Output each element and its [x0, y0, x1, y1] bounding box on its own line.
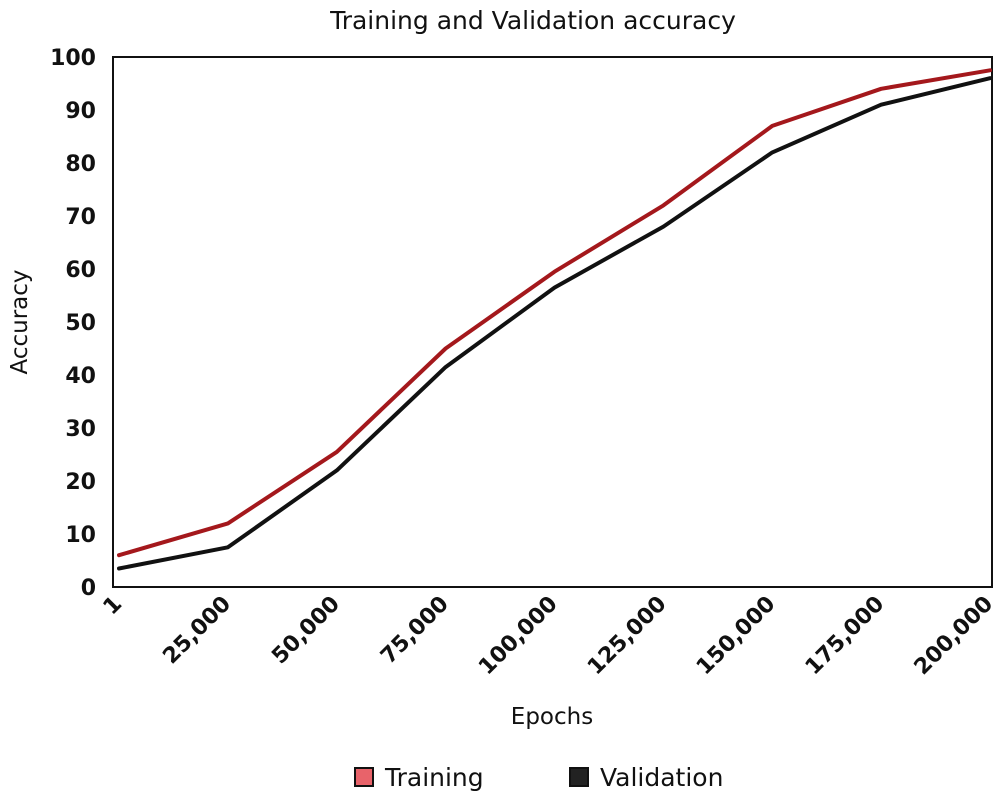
y-tick-label: 40	[65, 364, 96, 389]
x-axis-ticks: 1 25,000 50,000 75,000 100,000 125,000 150,000…	[99, 592, 998, 681]
x-tick-label: 1	[99, 592, 128, 621]
y-tick-label: 0	[81, 576, 96, 601]
x-tick-label: 175,000	[801, 592, 890, 681]
x-tick-label: 75,000	[376, 592, 454, 670]
y-tick-label: 20	[65, 470, 96, 495]
y-tick-label: 10	[65, 523, 96, 548]
x-tick-label: 25,000	[158, 592, 236, 670]
y-tick-label: 30	[65, 417, 96, 442]
series-lines	[117, 68, 992, 571]
y-tick-label: 90	[65, 99, 96, 124]
x-tick-label: 100,000	[474, 592, 563, 681]
legend-label-validation: Validation	[600, 763, 723, 792]
y-axis-label: Accuracy	[7, 269, 33, 374]
y-tick-label: 70	[65, 205, 96, 230]
series-line-validation	[117, 76, 992, 571]
series-line-training	[117, 68, 992, 558]
y-tick-label: 60	[65, 258, 96, 283]
legend-label-training: Training	[384, 763, 484, 792]
y-axis-ticks: 0 10 20 30 40 50 60 70 80 90 100	[50, 46, 96, 601]
y-tick-label: 50	[65, 311, 96, 336]
x-axis-label: Epochs	[511, 704, 593, 730]
x-tick-label: 200,000	[910, 592, 998, 681]
x-tick-label: 50,000	[267, 592, 345, 670]
legend: Training Validation	[354, 763, 723, 792]
legend-swatch-validation	[569, 767, 589, 787]
chart-title: Training and Validation accuracy	[329, 6, 736, 35]
y-tick-label: 80	[65, 152, 96, 177]
y-tick-label: 100	[50, 46, 96, 71]
legend-swatch-training	[354, 767, 374, 787]
plot-area	[112, 56, 993, 588]
x-tick-label: 150,000	[692, 592, 781, 681]
x-tick-label: 125,000	[583, 592, 672, 681]
